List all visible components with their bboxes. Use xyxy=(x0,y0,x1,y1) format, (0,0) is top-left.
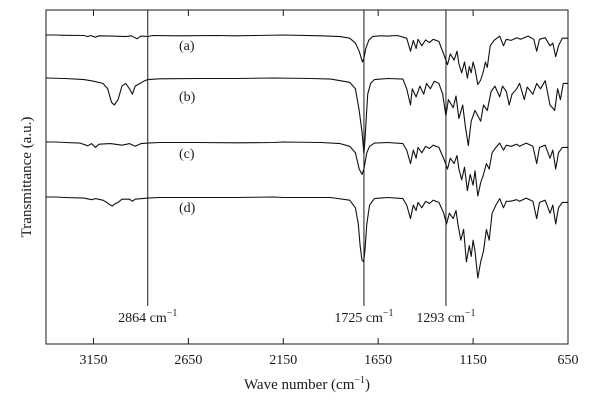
reference-line-value: 1725 cm xyxy=(334,311,383,326)
series-label-d: (d) xyxy=(179,201,196,216)
x-axis-title: Wave number (cm−1) xyxy=(244,375,370,393)
x-tick-label: 650 xyxy=(558,353,579,368)
reference-line-label: 1725 cm−1 xyxy=(334,308,393,326)
y-axis-title: Transmittance (a.u.) xyxy=(19,117,35,238)
reference-line-label: 2864 cm−1 xyxy=(118,308,177,326)
reference-line-unit-sup: −1 xyxy=(383,308,394,319)
reference-line-label: 1293 cm−1 xyxy=(416,308,475,326)
reference-line-value: 1293 cm xyxy=(416,311,465,326)
x-tick-label: 1150 xyxy=(459,353,486,368)
series-label-a: (a) xyxy=(179,39,195,54)
spectrum-line-c xyxy=(46,141,568,197)
series-label-b: (b) xyxy=(179,90,196,105)
spectrum-line-b xyxy=(45,77,568,155)
series-label-c: (c) xyxy=(179,147,195,162)
reference-line-unit-sup: −1 xyxy=(465,308,476,319)
x-tick-label: 2150 xyxy=(269,353,297,368)
plot-frame xyxy=(45,9,569,345)
reference-line-unit-sup: −1 xyxy=(167,308,178,319)
reference-line-value: 2864 cm xyxy=(118,311,167,326)
x-tick-label: 3150 xyxy=(79,353,107,368)
spectrum-line-a xyxy=(46,34,568,86)
spectrum-line-d xyxy=(46,196,568,279)
x-tick-label: 2650 xyxy=(174,353,202,368)
x-tick-label: 1650 xyxy=(364,353,392,368)
